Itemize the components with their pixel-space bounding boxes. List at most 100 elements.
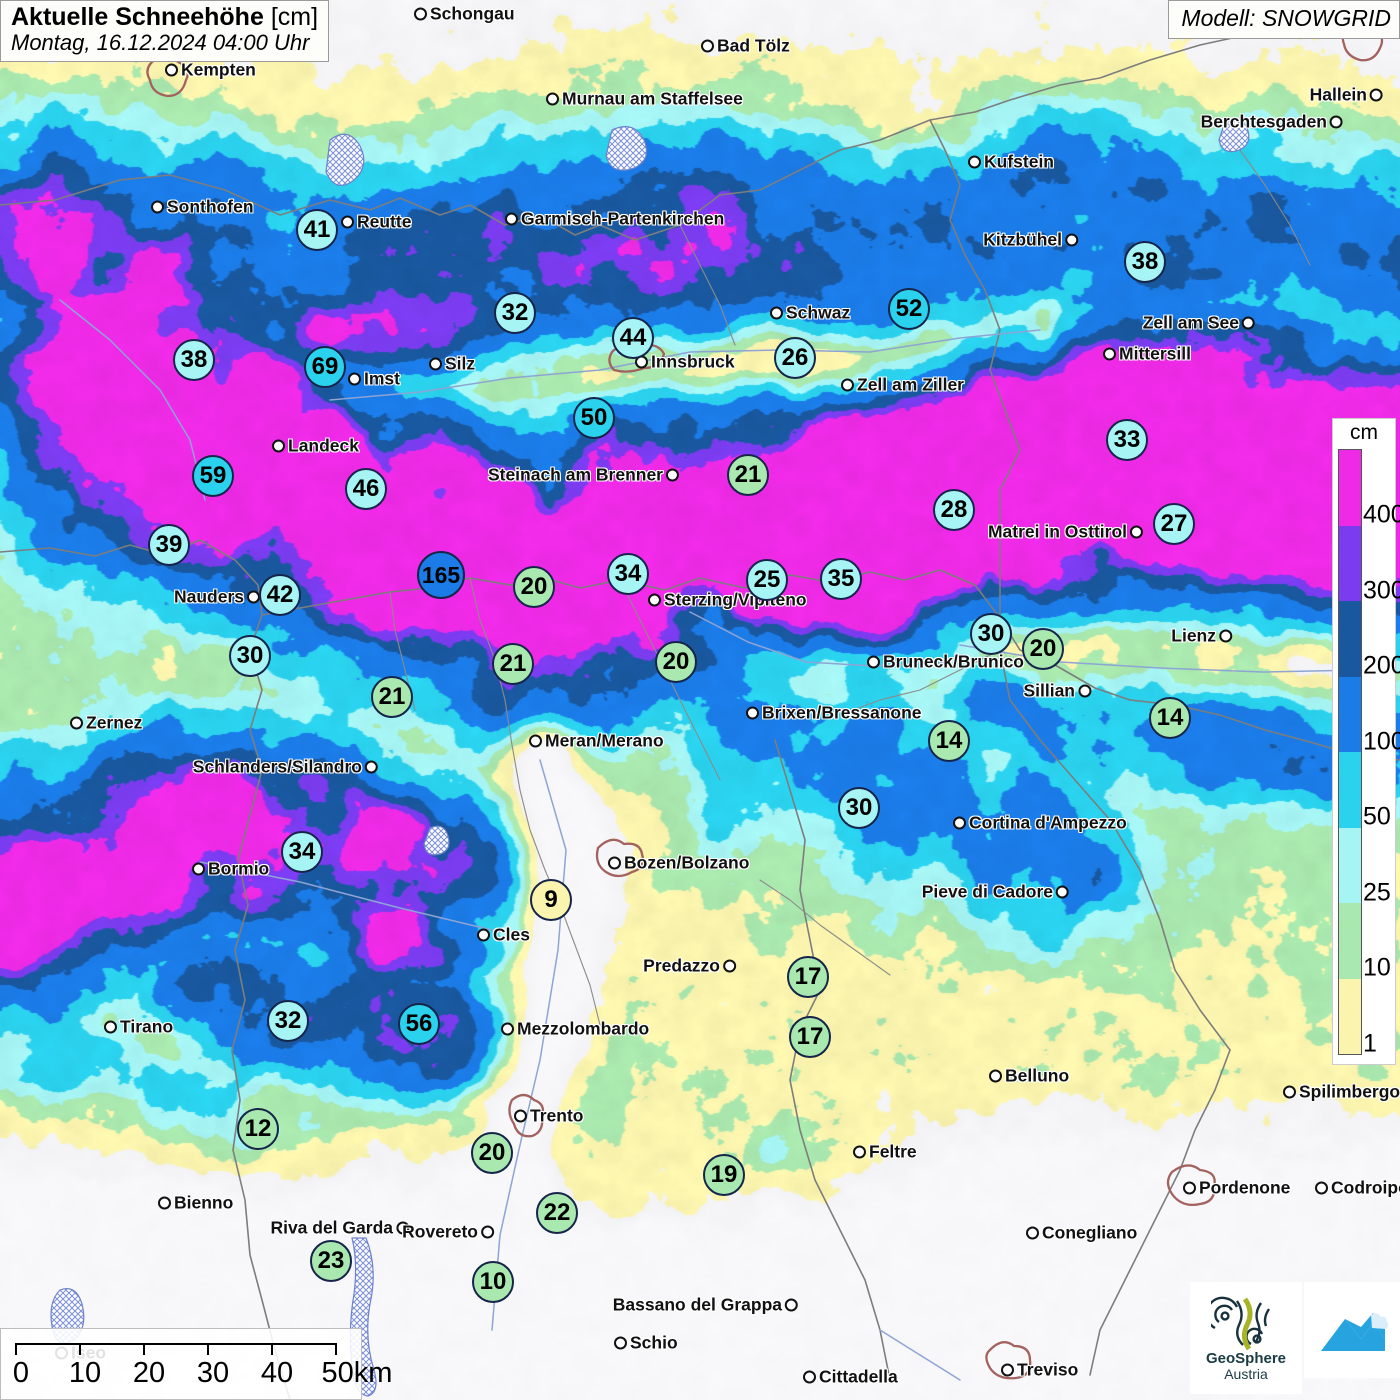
city-label: Hallein bbox=[1309, 84, 1367, 105]
city-label: Sterzing/Vipiteno bbox=[664, 589, 807, 610]
station-value-bubble[interactable]: 21 bbox=[727, 454, 769, 496]
station-value-bubble[interactable]: 27 bbox=[1153, 503, 1195, 545]
station-value-bubble[interactable]: 69 bbox=[304, 346, 346, 388]
city-dot-icon bbox=[785, 1298, 798, 1312]
station-value-bubble[interactable]: 46 bbox=[345, 468, 387, 510]
geosphere-name: GeoSphere bbox=[1205, 1349, 1287, 1367]
station-value-bubble[interactable]: 44 bbox=[612, 317, 654, 359]
city-label: Codroipo bbox=[1331, 1177, 1400, 1198]
city-label: Riva del Garda bbox=[270, 1217, 393, 1238]
city-label: Cittadella bbox=[819, 1366, 898, 1387]
station-value-bubble[interactable]: 39 bbox=[148, 524, 190, 566]
station-value-bubble[interactable]: 14 bbox=[1149, 697, 1191, 739]
station-value-bubble[interactable]: 23 bbox=[310, 1240, 352, 1282]
city-label: Innsbruck bbox=[651, 351, 735, 372]
station-value-bubble[interactable]: 19 bbox=[703, 1154, 745, 1196]
station-value-bubble[interactable]: 30 bbox=[970, 613, 1012, 655]
city-label: Rovereto bbox=[402, 1221, 478, 1242]
station-value-bubble[interactable]: 52 bbox=[888, 288, 930, 330]
station-value-bubble[interactable]: 41 bbox=[296, 209, 338, 251]
city-dot-icon bbox=[396, 1221, 409, 1235]
city-marker: Matrei in Osttirol bbox=[988, 522, 1143, 543]
city-marker: Feltre bbox=[853, 1142, 917, 1163]
city-dot-icon bbox=[1370, 88, 1383, 102]
city-dot-icon bbox=[1078, 684, 1091, 698]
scale-label: 50km bbox=[321, 1357, 393, 1389]
city-dot-icon bbox=[192, 862, 205, 876]
scale-label: 40 bbox=[260, 1357, 294, 1389]
station-value-bubble[interactable]: 22 bbox=[536, 1192, 578, 1234]
station-value-bubble[interactable]: 32 bbox=[267, 1000, 309, 1042]
scale-tick bbox=[271, 1343, 273, 1355]
station-value-bubble[interactable]: 38 bbox=[1124, 241, 1166, 283]
city-label: Mezzolombardo bbox=[517, 1018, 650, 1039]
city-marker: Bassano del Grappa bbox=[613, 1295, 798, 1316]
city-dot-icon bbox=[165, 63, 178, 77]
station-value-bubble[interactable]: 28 bbox=[933, 489, 975, 531]
city-dot-icon bbox=[1056, 885, 1069, 899]
city-marker: Tirano bbox=[104, 1017, 173, 1038]
station-value-bubble[interactable]: 34 bbox=[607, 553, 649, 595]
station-value-bubble[interactable]: 35 bbox=[820, 558, 862, 600]
city-label: Bienno bbox=[174, 1192, 234, 1213]
city-marker: Reutte bbox=[341, 212, 411, 233]
station-value-bubble[interactable]: 21 bbox=[492, 643, 534, 685]
legend-tick: 200 bbox=[1363, 651, 1400, 680]
station-value-bubble[interactable]: 32 bbox=[494, 292, 536, 334]
station-value-bubble[interactable]: 33 bbox=[1106, 419, 1148, 461]
city-marker: Predazzo bbox=[643, 956, 736, 977]
legend-tick: 300 bbox=[1363, 576, 1400, 605]
station-value-bubble[interactable]: 17 bbox=[789, 1016, 831, 1058]
station-value-bubble[interactable]: 42 bbox=[259, 574, 301, 616]
station-value-bubble[interactable]: 30 bbox=[229, 635, 271, 677]
city-label: Garmisch-Partenkirchen bbox=[521, 208, 725, 229]
station-value-bubble[interactable]: 20 bbox=[655, 641, 697, 683]
station-value-bubble[interactable]: 12 bbox=[237, 1108, 279, 1150]
city-marker: Steinach am Brenner bbox=[488, 465, 679, 486]
city-label: Sonthofen bbox=[167, 196, 254, 217]
city-label: Pordenone bbox=[1199, 1177, 1291, 1198]
station-value-bubble[interactable]: 17 bbox=[787, 956, 829, 998]
station-value-bubble[interactable]: 34 bbox=[281, 831, 323, 873]
city-marker: Sonthofen bbox=[151, 197, 254, 218]
city-marker: Zernez bbox=[70, 713, 142, 734]
station-value-bubble[interactable]: 26 bbox=[774, 337, 816, 379]
station-value-bubble[interactable]: 59 bbox=[192, 455, 234, 497]
city-dot-icon bbox=[1219, 629, 1232, 643]
city-dot-icon bbox=[841, 378, 854, 392]
city-dot-icon bbox=[70, 716, 83, 730]
station-value-bubble[interactable]: 20 bbox=[471, 1132, 513, 1174]
city-marker: Brixen/Bressanone bbox=[746, 703, 922, 724]
city-label: Berchtesgaden bbox=[1200, 111, 1327, 132]
station-value-bubble[interactable]: 14 bbox=[928, 720, 970, 762]
city-dot-icon bbox=[429, 357, 442, 371]
station-value-bubble[interactable]: 25 bbox=[746, 559, 788, 601]
station-value-bubble[interactable]: 9 bbox=[530, 879, 572, 921]
station-value-bubble[interactable]: 50 bbox=[573, 397, 615, 439]
station-value-bubble[interactable]: 165 bbox=[417, 551, 465, 599]
station-value-bubble[interactable]: 10 bbox=[472, 1261, 514, 1303]
station-value-bubble[interactable]: 56 bbox=[398, 1003, 440, 1045]
city-dot-icon bbox=[481, 1225, 494, 1239]
station-value-bubble[interactable]: 30 bbox=[838, 787, 880, 829]
station-value-bubble[interactable]: 20 bbox=[513, 566, 555, 608]
legend-unit-label: cm bbox=[1350, 421, 1378, 444]
title-text: Aktuelle Schneehöhe bbox=[11, 3, 264, 31]
city-marker: Conegliano bbox=[1026, 1223, 1137, 1244]
scale-bar-line bbox=[15, 1343, 335, 1345]
city-label: Bruneck/Brunico bbox=[883, 651, 1024, 672]
city-label: Cles bbox=[493, 924, 530, 945]
city-marker: Mezzolombardo bbox=[501, 1019, 649, 1040]
city-label: Tirano bbox=[120, 1016, 174, 1037]
scale-label: 20 bbox=[132, 1357, 166, 1389]
station-value-bubble[interactable]: 21 bbox=[371, 676, 413, 718]
city-label: Feltre bbox=[869, 1141, 917, 1162]
city-dot-icon bbox=[770, 306, 783, 320]
city-marker: Murnau am Staffelsee bbox=[546, 89, 743, 110]
station-value-bubble[interactable]: 38 bbox=[173, 339, 215, 381]
city-marker: Mittersill bbox=[1103, 344, 1191, 365]
legend-segment bbox=[1339, 525, 1361, 601]
station-value-bubble[interactable]: 20 bbox=[1022, 628, 1064, 670]
city-label: Belluno bbox=[1005, 1065, 1070, 1086]
